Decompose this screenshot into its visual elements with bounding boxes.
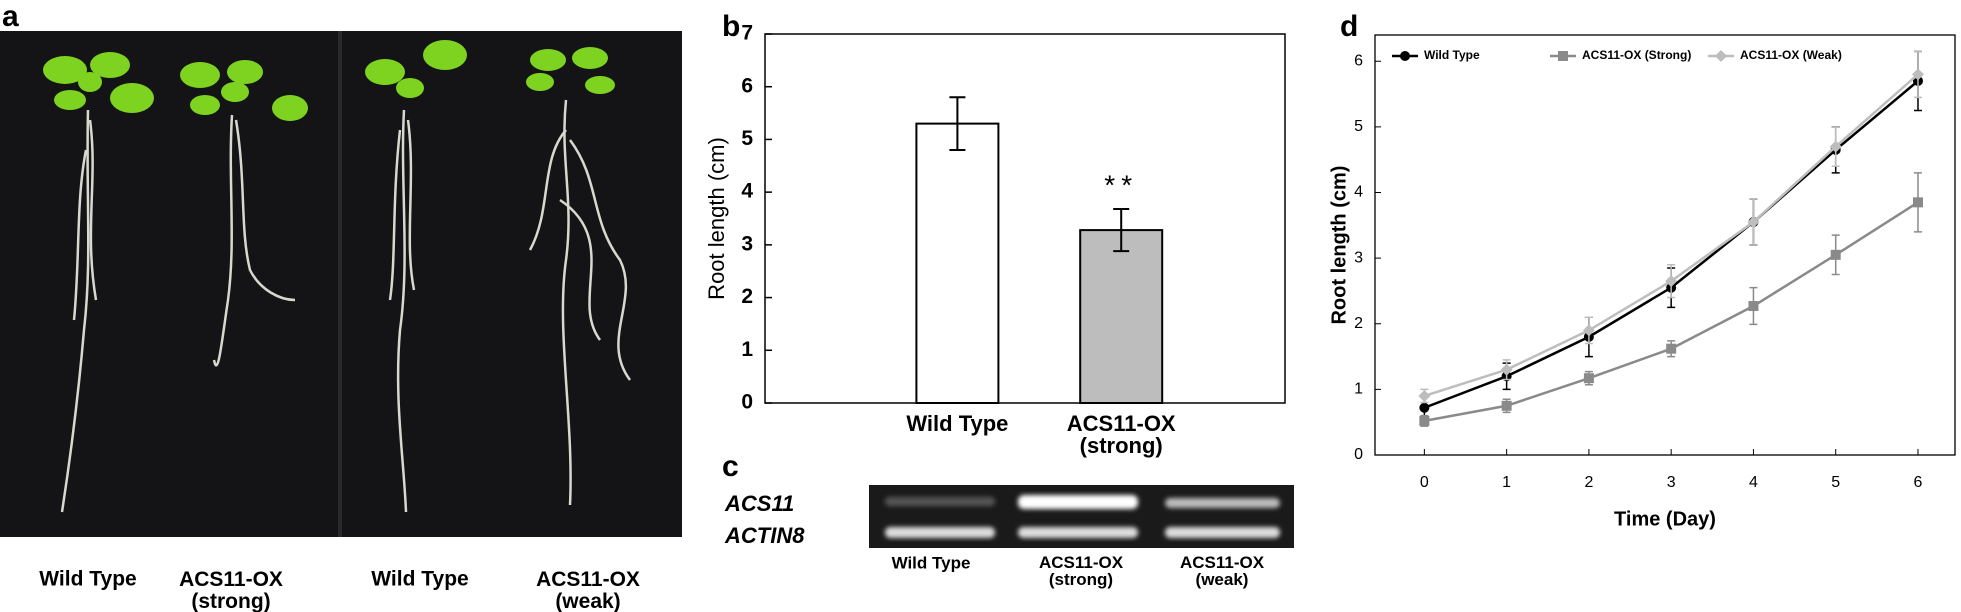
y-tick-label: 5 xyxy=(1354,118,1363,135)
point xyxy=(1418,389,1431,402)
point xyxy=(1582,324,1595,337)
legend-marker xyxy=(1400,51,1410,61)
lane-label: ACS11-OX (weak) xyxy=(1180,553,1265,589)
point xyxy=(1911,68,1924,81)
lane-label: ACS11-OX (strong) xyxy=(1039,553,1124,589)
x-tick-label: 1 xyxy=(1502,474,1511,491)
panel-label: b xyxy=(722,10,740,43)
y-tick-label: 1 xyxy=(1354,381,1363,398)
x-tick-label: 3 xyxy=(1667,474,1676,491)
y-tick-label: 4 xyxy=(741,180,753,203)
photo-label: ACS11-OX (weak) xyxy=(536,568,640,612)
legend-marker xyxy=(1558,51,1568,61)
gene-label: ACTIN8 xyxy=(724,523,805,548)
legend-marker xyxy=(1715,50,1727,62)
y-tick-label: 3 xyxy=(1354,249,1363,266)
y-tick-label: 2 xyxy=(1354,315,1363,332)
point xyxy=(1583,373,1594,384)
legend-label: ACS11-OX (Weak) xyxy=(1740,48,1842,62)
bar xyxy=(915,122,1000,404)
point xyxy=(1419,415,1430,426)
series-line xyxy=(1423,79,1919,409)
series-line xyxy=(1424,201,1919,423)
x-tick-label: 5 xyxy=(1831,474,1840,491)
y-axis-title: Root length (cm) xyxy=(704,137,729,300)
x-tick-label: 6 xyxy=(1914,474,1923,491)
point xyxy=(1912,197,1923,208)
panel-label: d xyxy=(1340,10,1358,43)
y-tick-label: 1 xyxy=(741,338,753,361)
lane-label: Wild Type xyxy=(892,553,971,572)
error-bar xyxy=(949,96,966,151)
significance: ** xyxy=(1104,169,1138,200)
y-tick-label: 6 xyxy=(741,74,753,97)
point xyxy=(1747,216,1760,229)
point xyxy=(1666,343,1677,354)
x-tick-label: 0 xyxy=(1420,474,1429,491)
y-tick-label: 2 xyxy=(741,285,753,308)
panel-label: a xyxy=(2,0,19,33)
y-tick-label: 0 xyxy=(1354,446,1363,463)
point xyxy=(1419,402,1430,413)
x-tick-label: 2 xyxy=(1584,474,1593,491)
y-tick-label: 6 xyxy=(1354,52,1363,69)
point xyxy=(1829,140,1842,153)
gene-label: ACS11 xyxy=(724,491,794,516)
error-bar xyxy=(1113,208,1130,253)
y-tick-label: 4 xyxy=(1354,184,1363,201)
point xyxy=(1830,249,1841,260)
y-tick-label: 5 xyxy=(741,127,753,150)
panel-label: c xyxy=(722,450,739,483)
x-axis-title: Time (Day) xyxy=(1614,508,1716,530)
plant-photo xyxy=(0,31,682,537)
plot-frame xyxy=(764,33,1286,404)
y-tick-label: 3 xyxy=(741,232,753,255)
point xyxy=(1500,363,1513,376)
plot-frame xyxy=(1374,34,1956,456)
legend-label: ACS11-OX (Strong) xyxy=(1582,48,1691,62)
photo-label: Wild Type xyxy=(39,568,136,591)
point xyxy=(1665,275,1678,288)
photo-label: Wild Type xyxy=(371,568,468,591)
point xyxy=(1501,400,1512,411)
point xyxy=(1748,301,1759,312)
y-axis-title: Root length (cm) xyxy=(1328,166,1350,325)
gel-image xyxy=(869,485,1294,548)
x-tick-label: 4 xyxy=(1749,474,1758,491)
x-tick-label: Wild Type xyxy=(906,411,1008,436)
legend-label: Wild Type xyxy=(1424,48,1480,62)
y-tick-label: 7 xyxy=(741,22,753,45)
bar xyxy=(1079,229,1164,404)
photo-label: ACS11-OX (strong) xyxy=(179,568,283,612)
x-tick-label: ACS11-OX (strong) xyxy=(1067,411,1176,458)
y-tick-label: 0 xyxy=(741,391,753,414)
